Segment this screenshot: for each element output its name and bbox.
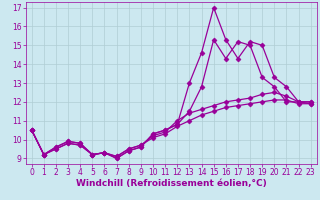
X-axis label: Windchill (Refroidissement éolien,°C): Windchill (Refroidissement éolien,°C) (76, 179, 267, 188)
